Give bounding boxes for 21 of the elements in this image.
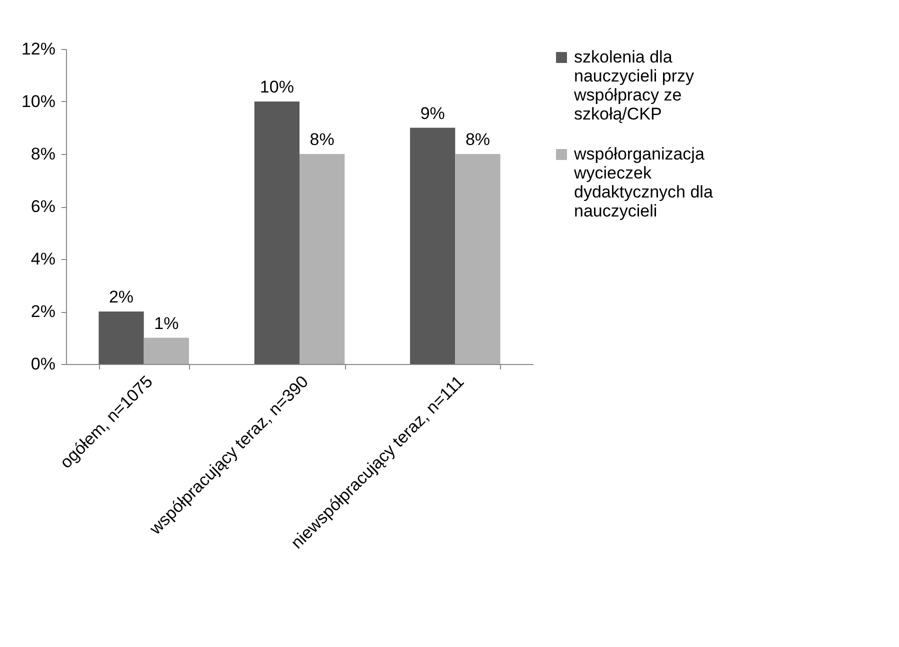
bar (98, 312, 144, 364)
bar (254, 102, 300, 364)
y-tick-label: 2% (30, 302, 56, 321)
legend-label: współorganizacja wycieczek dydaktycznych dla nauczycieli (573, 144, 714, 220)
data-label: 8% (310, 130, 334, 149)
bar (410, 128, 456, 364)
bar (144, 338, 189, 364)
y-tick-label: 0% (30, 354, 56, 374)
data-label: 8% (465, 130, 490, 149)
data-label: 9% (420, 104, 445, 123)
y-tick-label: 6% (30, 197, 56, 216)
data-label: 10% (260, 78, 294, 96)
y-tick-label: 8% (30, 144, 56, 164)
y-tick-label: 4% (30, 250, 56, 268)
bar (300, 154, 345, 364)
y-tick-label: 10% (21, 92, 56, 111)
data-label: 2% (108, 288, 134, 306)
data-label: 1% (154, 314, 179, 333)
legend-label: szkolenia dla nauczycieli przy współpracy ze szkołą/CKP (573, 48, 694, 124)
bar (455, 154, 500, 364)
y-tick-label: 12% (21, 40, 56, 58)
